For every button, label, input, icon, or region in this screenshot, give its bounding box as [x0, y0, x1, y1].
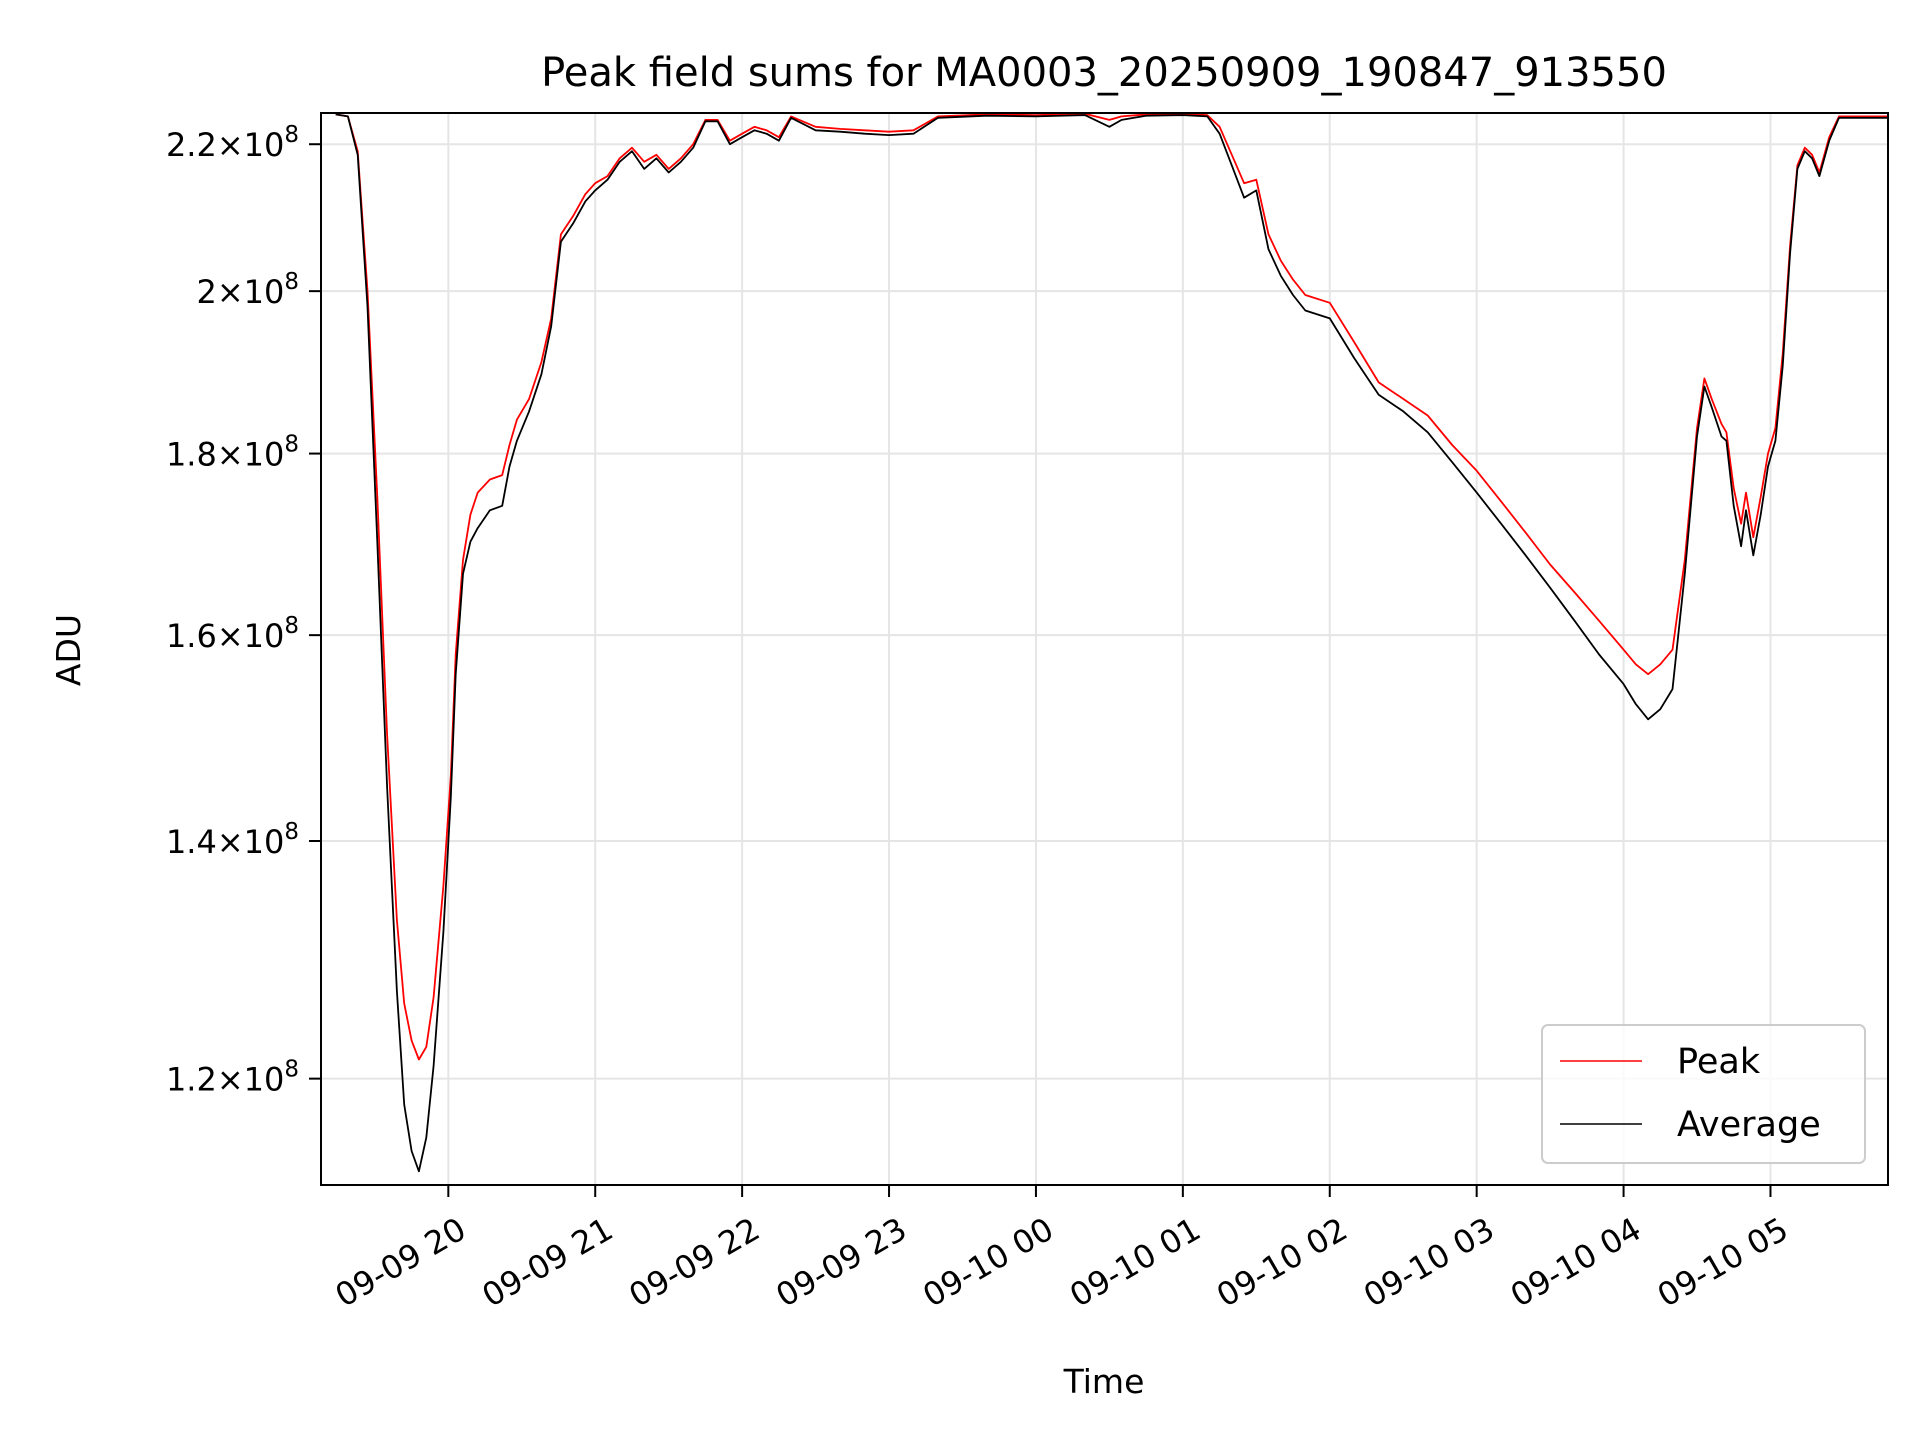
y-tick-label: 1.2×108 [166, 1057, 299, 1099]
y-tick-times: × [217, 823, 244, 861]
y-tick-mantissa: 1.6 [166, 617, 217, 655]
y-tick-exponent: 8 [284, 122, 299, 148]
y-tick-exponent: 8 [284, 432, 299, 458]
plot-series [335, 112, 1888, 1173]
y-tick-base: 10 [244, 436, 285, 474]
y-tick-mantissa: 1.4 [166, 823, 217, 861]
y-tick-label: 1.8×108 [166, 432, 299, 474]
y-tick-base: 10 [244, 1061, 285, 1099]
x-axis-label: Time [1063, 1362, 1145, 1401]
y-tick-mantissa: 2.2 [166, 126, 217, 164]
series-line-average [335, 113, 1888, 1173]
y-tick-times: × [217, 617, 244, 655]
y-tick-base: 10 [244, 126, 285, 164]
plot-frame [320, 112, 1889, 1186]
y-tick-mantissa: 1.2 [166, 1061, 217, 1099]
y-tick-base: 10 [244, 823, 285, 861]
legend-label-peak: Peak [1677, 1042, 1761, 1082]
y-tick-base: 10 [244, 617, 285, 655]
y-tick-times: × [217, 126, 244, 164]
y-tick-label: 2.2×108 [166, 122, 299, 164]
series-line-peak [335, 112, 1888, 1061]
y-tick-exponent: 8 [284, 613, 299, 639]
legend: Peak Average [1541, 1024, 1866, 1164]
y-tick-label: 2×108 [196, 269, 299, 311]
chart-title: Peak field sums for MA0003_20250909_1908… [541, 50, 1667, 96]
y-tick-label: 1.6×108 [166, 613, 299, 655]
y-tick-label: 1.4×108 [166, 819, 299, 861]
y-tick-mantissa: 2 [196, 273, 216, 311]
y-tick-times: × [217, 1061, 244, 1099]
legend-label-average: Average [1677, 1105, 1821, 1145]
y-tick-times: × [217, 436, 244, 474]
legend-box [1541, 1024, 1866, 1164]
y-tick-times: × [217, 273, 244, 311]
y-tick-base: 10 [244, 273, 285, 311]
y-tick-exponent: 8 [284, 819, 299, 845]
y-tick-exponent: 8 [284, 1057, 299, 1083]
y-axis-label: ADU [49, 614, 88, 686]
y-tick-exponent: 8 [284, 269, 299, 295]
y-tick-mantissa: 1.8 [166, 436, 217, 474]
